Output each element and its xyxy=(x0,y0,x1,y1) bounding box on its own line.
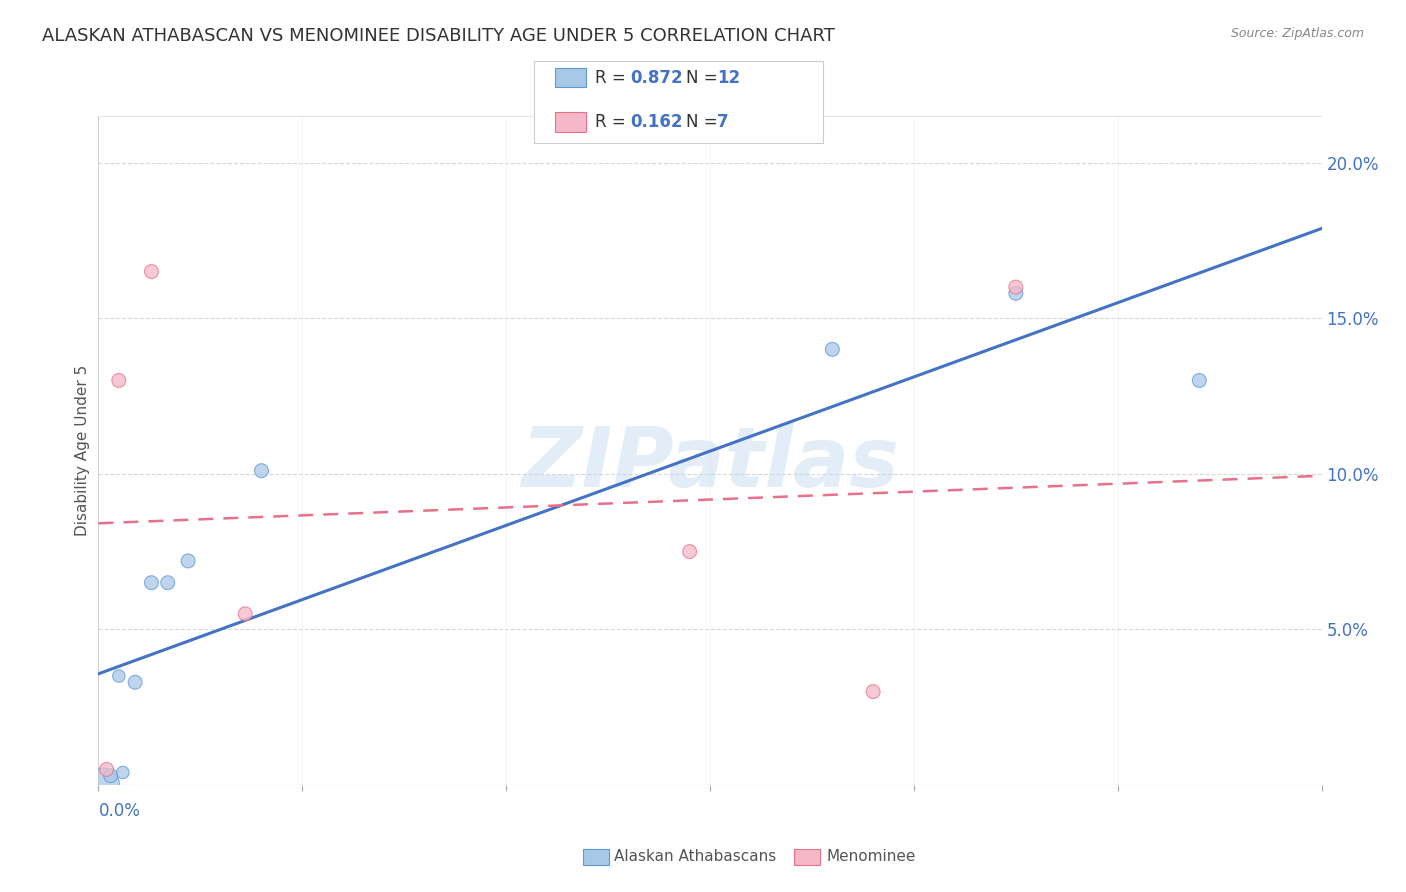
Point xyxy=(679,544,702,558)
Text: Alaskan Athabascans: Alaskan Athabascans xyxy=(614,849,776,863)
Text: 0.0%: 0.0% xyxy=(98,803,141,821)
Point xyxy=(1188,374,1211,388)
Point xyxy=(141,575,163,590)
Point xyxy=(108,669,131,683)
Point xyxy=(862,684,884,698)
Text: 7: 7 xyxy=(717,113,728,131)
Text: 0.162: 0.162 xyxy=(630,113,682,131)
Text: R =: R = xyxy=(595,113,631,131)
Text: 0.872: 0.872 xyxy=(630,69,682,87)
Text: 12: 12 xyxy=(717,69,740,87)
Point xyxy=(1004,280,1026,294)
Text: Menominee: Menominee xyxy=(827,849,917,863)
Point xyxy=(156,575,179,590)
Point xyxy=(111,765,134,780)
Text: ALASKAN ATHABASCAN VS MENOMINEE DISABILITY AGE UNDER 5 CORRELATION CHART: ALASKAN ATHABASCAN VS MENOMINEE DISABILI… xyxy=(42,27,835,45)
Point xyxy=(91,778,114,792)
Point xyxy=(96,763,118,777)
Point xyxy=(177,554,200,568)
Point xyxy=(124,675,146,690)
Text: R =: R = xyxy=(595,69,631,87)
Point xyxy=(821,343,844,357)
Text: ZIPatlas: ZIPatlas xyxy=(522,424,898,504)
Point xyxy=(1004,286,1026,301)
Point xyxy=(141,264,163,278)
Text: Source: ZipAtlas.com: Source: ZipAtlas.com xyxy=(1230,27,1364,40)
Text: N =: N = xyxy=(686,113,723,131)
Text: N =: N = xyxy=(686,69,723,87)
Point xyxy=(100,769,122,783)
Y-axis label: Disability Age Under 5: Disability Age Under 5 xyxy=(75,365,90,536)
Point xyxy=(108,374,131,388)
Point xyxy=(233,607,256,621)
Point xyxy=(250,464,273,478)
